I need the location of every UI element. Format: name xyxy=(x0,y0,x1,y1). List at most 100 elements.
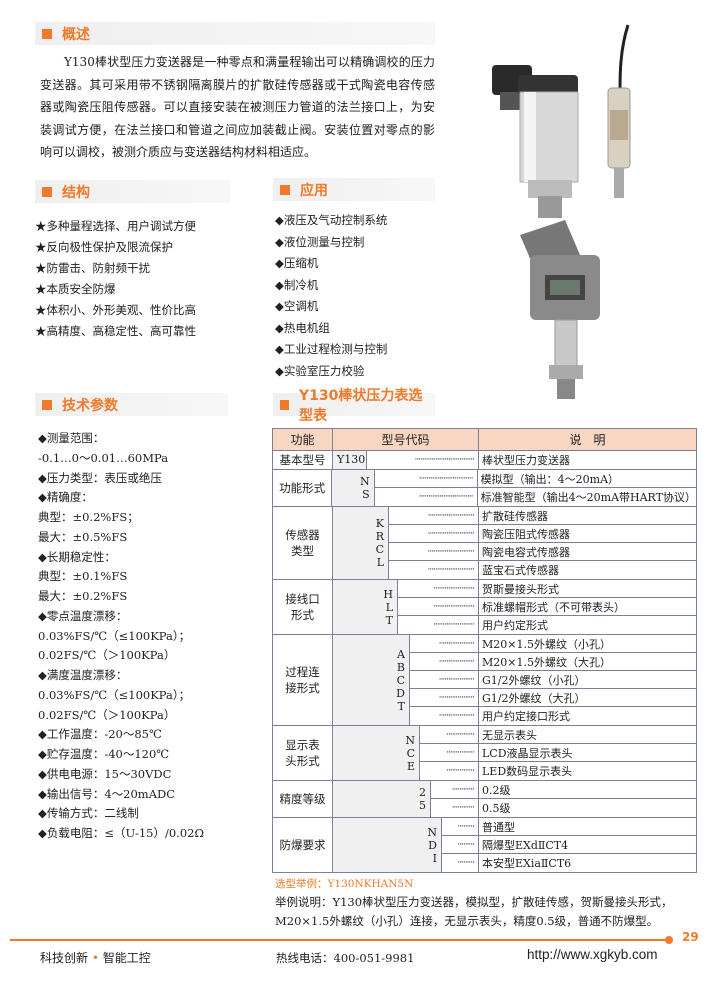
table-row: ····························· 模拟型（输出：4～20… xyxy=(374,470,696,488)
description-cell: 0.2级 xyxy=(482,783,511,797)
table-row: ································ 棒状型压力变送器 xyxy=(367,451,696,469)
dotted-leader: ··················· xyxy=(410,635,479,652)
function-cell: 显示表头形式 xyxy=(273,726,333,780)
code-letter: I xyxy=(432,851,437,865)
structure-header: 结构 xyxy=(35,180,230,203)
dotted-leader: ··················· xyxy=(410,707,479,725)
table-row: ··············· LED数码显示表头 xyxy=(420,762,696,780)
application-item: ◆空调机 xyxy=(275,299,319,313)
spec-item: ◆负载电阻：≤（U-15）/0.02Ω xyxy=(38,826,205,840)
specs-title: 技术参数 xyxy=(62,397,118,414)
example-description: 举例说明：Y130棒状型压力变送器，模拟型，扩散硅传感，贺斯曼接头形式， M20… xyxy=(275,893,673,931)
structure-item: ★本质安全防爆 xyxy=(35,282,116,296)
code-letter: A xyxy=(397,647,405,661)
code-letter: B xyxy=(396,660,405,674)
description-cell: 标准智能型（输出4～20mA带HART协议） xyxy=(480,491,696,504)
slogan-separator: • xyxy=(91,951,99,965)
description-cell: 陶瓷压阻式传感器 xyxy=(482,527,570,541)
code-letter: 5 xyxy=(419,799,426,812)
example-label: 选型举例：Y130NKHAN5N xyxy=(275,878,414,890)
spec-item: ◆工作温度：-20～85℃ xyxy=(38,727,162,742)
header-function: 功能 xyxy=(273,429,333,450)
function-cell: 精度等级 xyxy=(273,781,333,817)
table-row: ······················ 标准螺帽形式（不可带表头） xyxy=(398,598,696,616)
footer-dot-icon xyxy=(665,936,673,944)
description-cell: 0.5级 xyxy=(482,802,511,815)
code-letter: Y130 xyxy=(337,453,366,466)
code-letter: L xyxy=(385,600,393,614)
selection-table: 功能 型号代码 说 明 基本型号 Y130 ····················… xyxy=(272,428,697,873)
application-list: ◆液压及气动控制系统 ◆液位测量与控制 ◆压缩机 ◆制冷机 ◆空调机 ◆热电机组 ◆工业过程… xyxy=(275,210,387,382)
description-cell: LCD液晶显示表头 xyxy=(482,746,573,760)
code-cell: Y130 xyxy=(333,451,367,469)
description-cell: 棒状型压力变送器 xyxy=(482,454,570,467)
description-cell: G1/2外螺纹（小孔） xyxy=(482,673,586,687)
product-image-lcd-transmitter xyxy=(520,220,600,399)
slogan-right: 智能工控 xyxy=(102,951,151,965)
table-group: 基本型号 Y130 ································… xyxy=(273,451,696,470)
square-bullet-icon xyxy=(42,399,52,410)
square-bullet-icon xyxy=(42,28,52,39)
header-description: 说 明 xyxy=(569,433,606,447)
dotted-leader: ··············· xyxy=(420,744,479,761)
description-cell: 本安型EXiaⅡCT6 xyxy=(482,857,572,870)
table-group: 功能形式 N S ····························· 模拟型（输… xyxy=(273,470,696,507)
footer-url[interactable]: http://www.xgkyb.com xyxy=(527,947,658,962)
table-row: ········· 隔爆型EXdⅡCT4 xyxy=(442,836,696,854)
application-item: ◆实验室压力校验 xyxy=(275,363,365,378)
spec-item: 典型：±0.2%FS； xyxy=(38,510,139,524)
selection-header: Y130棒状压力表选型表 xyxy=(273,388,435,424)
dotted-leader: ································ xyxy=(367,451,479,469)
code-letter: D xyxy=(396,686,405,700)
square-bullet-icon xyxy=(42,186,52,197)
dotted-leader: ··················· xyxy=(410,671,479,688)
table-row: ··················· G1/2外螺纹（大孔） xyxy=(410,689,696,707)
dotted-leader: ··············· xyxy=(420,762,479,780)
dotted-leader: ········· xyxy=(442,854,479,872)
code-letter: R xyxy=(375,530,384,543)
description-cell: 用户约定接口形式 xyxy=(482,710,570,723)
overview-text: Y130棒状型压力变送器是一种零点和满量程输出可以精确调校的压力变送器。其可采用… xyxy=(40,55,435,159)
spec-item: 0.02FS/℃（＞100KPa） xyxy=(38,648,176,663)
dotted-leader: ··················· xyxy=(410,653,479,670)
application-item: ◆压缩机 xyxy=(275,256,319,270)
code-letter: 2 xyxy=(419,786,426,799)
spec-item: ◆满度温度漂移： xyxy=(38,668,128,682)
code-letter: C xyxy=(396,673,405,687)
table-row: ························· 扩散硅传感器 xyxy=(389,507,696,525)
table-group: 显示表头形式 N C E ··············· 无显示表头 ···········… xyxy=(273,726,696,781)
description-cell: G1/2外螺纹（大孔） xyxy=(482,691,586,705)
structure-item: ★反向极性保护及限流保护 xyxy=(35,240,173,254)
code-letter: L xyxy=(376,556,384,569)
table-group: 精度等级 2 5 ············ 0.2级 ············ 0.5级 xyxy=(273,781,696,818)
structure-list: ★多种量程选择、用户调试方便 ★反向极性保护及限流保护 ★防雷击、防射频干扰 ★本质安… xyxy=(35,216,196,342)
spec-item: ◆供电电源：15～30VDC xyxy=(38,766,172,781)
structure-item: ★体积小、外形美观、性价比高 xyxy=(35,303,196,317)
dotted-leader: ······················ xyxy=(398,580,479,597)
function-cell: 传感器类型 xyxy=(273,507,333,579)
slogan-left: 科技创新 xyxy=(40,951,89,965)
table-row: ············ 0.5级 xyxy=(431,799,696,817)
dotted-leader: ······················ xyxy=(398,598,479,615)
specs-header: 技术参数 xyxy=(35,393,228,416)
structure-item: ★高精度、高稳定性、高可靠性 xyxy=(35,324,196,338)
table-group: 过程连接形式 A B C D T ··················· M20×1.5外螺纹… xyxy=(273,635,696,726)
dotted-leader: ············ xyxy=(431,781,479,798)
code-letter: C xyxy=(375,543,384,556)
code-letter: N xyxy=(360,475,370,488)
spec-item: 0.03%FS/℃（≤100KPa）； xyxy=(38,687,191,702)
description-cell: 标准螺帽形式（不可带表头） xyxy=(482,600,625,614)
description-cell: M20×1.5外螺纹（小孔） xyxy=(482,637,611,651)
dotted-leader: ························· xyxy=(389,507,479,524)
application-item: ◆工业过程检测与控制 xyxy=(275,342,388,356)
application-item: ◆热电机组 xyxy=(275,320,330,335)
dotted-leader: ····························· xyxy=(375,488,478,506)
overview-header: 概述 xyxy=(35,22,435,45)
application-item: ◆液位测量与控制 xyxy=(275,234,365,249)
dotted-leader: ············ xyxy=(431,799,479,817)
code-letter: C xyxy=(406,746,415,760)
